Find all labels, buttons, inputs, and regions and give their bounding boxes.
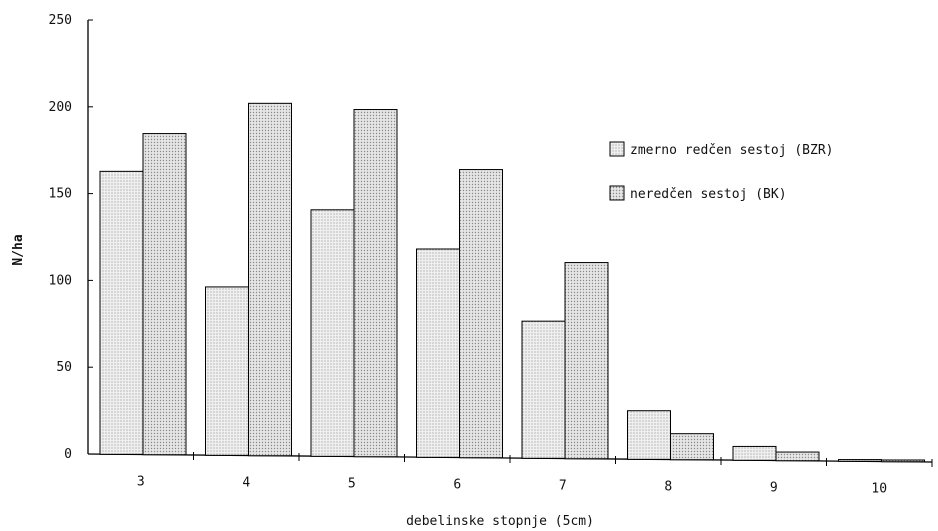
y-ticks: 0 50 100 150 200 250 — [49, 13, 93, 462]
bar-bk-6 — [459, 169, 503, 459]
bar-bk-8 — [670, 433, 714, 461]
y-tick-label: 150 — [49, 187, 72, 202]
bar-bk-5 — [353, 109, 398, 458]
bar-bzr-9 — [732, 445, 777, 461]
bars — [99, 102, 925, 463]
legend-label-bzr: zmerno redčen sestoj (BZR) — [630, 143, 834, 158]
y-tick-label: 50 — [56, 360, 72, 375]
bar-bzr-3 — [99, 170, 144, 455]
legend-swatch-bzr — [609, 141, 625, 157]
bar-bzr-4 — [205, 286, 249, 456]
bar-bk-10 — [881, 459, 925, 463]
legend-item-bk: neredčen sestoj (BK) — [609, 185, 787, 202]
bar-bk-3 — [142, 133, 187, 456]
y-tick-label: 250 — [49, 13, 72, 28]
x-tick-label: 8 — [664, 480, 672, 495]
bar-bzr-10 — [838, 459, 882, 462]
bar-bk-4 — [248, 102, 292, 457]
x-tick-label: 9 — [770, 481, 778, 496]
x-ticks: 3 4 5 6 7 8 9 10 — [137, 452, 933, 497]
bar-bzr-7 — [521, 320, 566, 459]
x-tick-label: 6 — [453, 478, 461, 493]
legend-label-bk: neredčen sestoj (BK) — [630, 187, 787, 202]
legend-item-bzr: zmerno redčen sestoj (BZR) — [609, 141, 834, 158]
bar-bk-7 — [564, 262, 609, 460]
legend: zmerno redčen sestoj (BZR) neredčen sest… — [609, 141, 834, 202]
x-tick-label: 5 — [348, 477, 356, 492]
bar-bzr-5 — [310, 209, 355, 457]
bar-bzr-8 — [627, 410, 671, 460]
x-tick-label: 10 — [871, 482, 887, 497]
y-axis-title: N/ha — [11, 234, 26, 265]
y-tick-label: 200 — [49, 100, 72, 115]
bar-bk-9 — [775, 451, 820, 462]
y-tick-label: 0 — [64, 447, 72, 462]
x-tick-label: 4 — [242, 476, 250, 491]
y-tick-label: 100 — [49, 273, 72, 288]
x-axis-title: debelinske stopnje (5cm) — [406, 514, 594, 529]
bar-bzr-6 — [416, 248, 460, 458]
x-tick-label: 3 — [137, 475, 145, 490]
legend-swatch-bk — [609, 185, 625, 201]
x-tick-label: 7 — [559, 479, 567, 494]
